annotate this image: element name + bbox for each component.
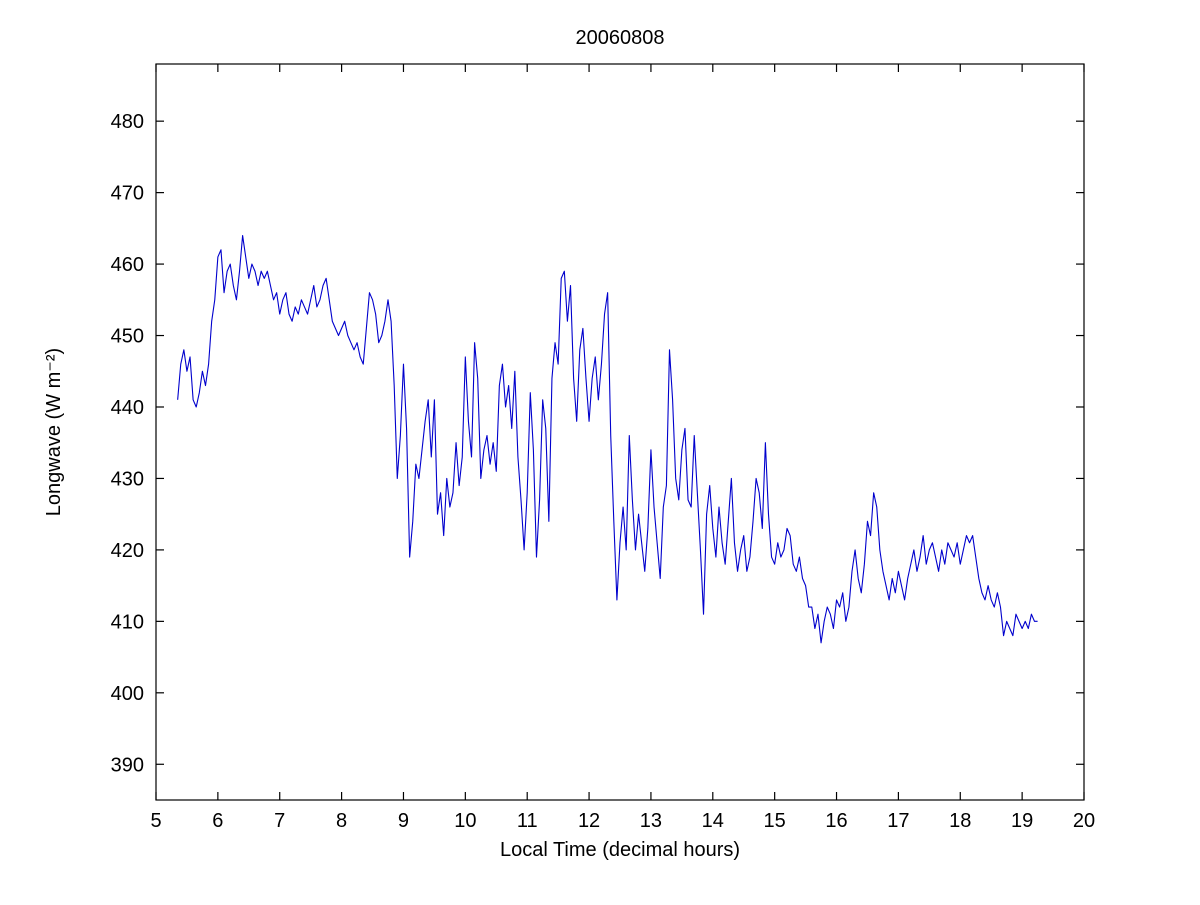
x-tick-label: 8 <box>336 810 347 832</box>
x-tick-label: 19 <box>1011 810 1033 832</box>
y-axis-label: Longwave (W m⁻²) <box>43 348 65 516</box>
y-tick-label: 460 <box>111 254 144 276</box>
data-line <box>177 234 1038 644</box>
x-tick-label: 17 <box>887 810 909 832</box>
plot-area <box>156 64 1084 800</box>
x-tick-label: 9 <box>398 810 409 832</box>
x-axis-label: Local Time (decimal hours) <box>500 839 740 861</box>
y-tick-label: 400 <box>111 683 144 705</box>
data-line-group <box>177 234 1038 644</box>
x-tick-label: 13 <box>640 810 662 832</box>
x-tick-label: 20 <box>1073 810 1095 832</box>
y-tick-label: 440 <box>111 397 144 419</box>
x-tick-label: 10 <box>454 810 476 832</box>
x-tick-label: 5 <box>150 810 161 832</box>
x-tick-label: 15 <box>764 810 786 832</box>
x-tick-label: 18 <box>949 810 971 832</box>
y-tick-label: 410 <box>111 611 144 633</box>
x-tick-label: 6 <box>212 810 223 832</box>
x-tick-label: 11 <box>517 810 538 832</box>
y-tick-label: 420 <box>111 540 144 562</box>
y-tick-label: 450 <box>111 326 144 348</box>
y-tick-label: 470 <box>111 183 144 205</box>
chart-title: 20060808 <box>576 27 665 49</box>
x-tick-label: 7 <box>274 810 285 832</box>
x-tick-label: 16 <box>825 810 847 832</box>
y-tick-label: 480 <box>111 111 144 133</box>
y-tick-label: 430 <box>111 468 144 490</box>
axes-box <box>155 63 1085 801</box>
x-tick-label: 12 <box>578 810 600 832</box>
axis-ticks: 5 6 7 8 9 10 11 12 13 14 15 16 17 18 19 20 390 400 410 420 4… <box>111 64 1095 832</box>
x-tick-label: 14 <box>702 810 724 832</box>
y-tick-label: 390 <box>111 754 144 776</box>
